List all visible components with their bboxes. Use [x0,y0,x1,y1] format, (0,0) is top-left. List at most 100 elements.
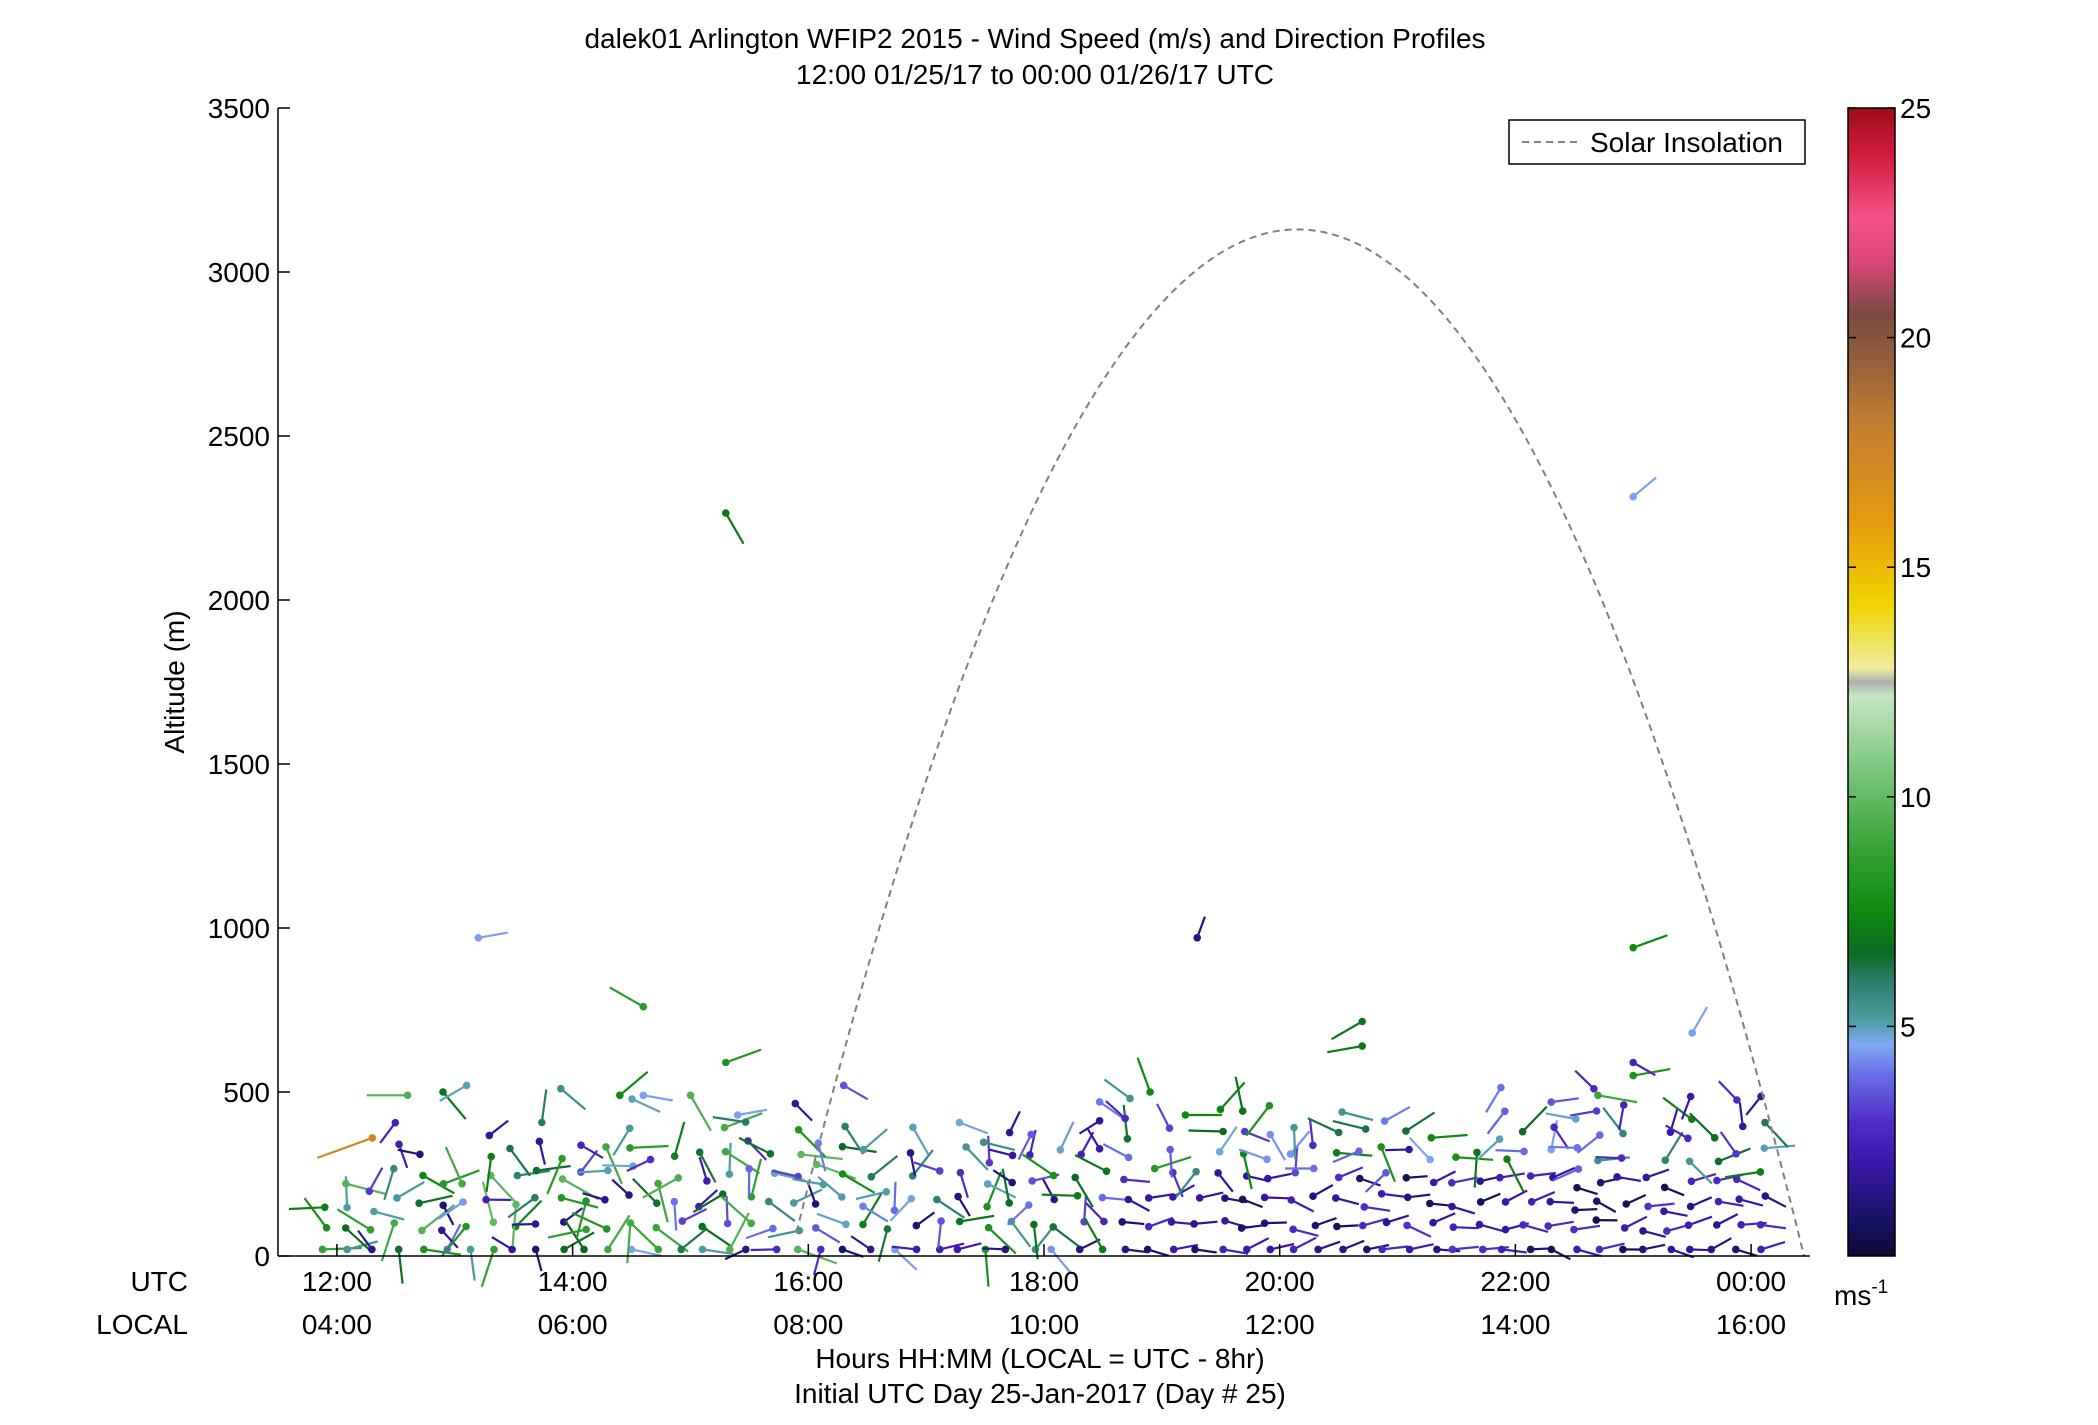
wind-barb-point [1215,1148,1224,1156]
wind-barb-point [1047,1245,1055,1254]
wind-barb-point [1358,1017,1366,1026]
wind-barb-shaft [816,1212,847,1226]
wind-barb-shaft [1431,1133,1468,1139]
wind-barb-point [1572,1115,1580,1123]
wind-barb-point [1629,492,1637,501]
wind-barb-point [1448,1245,1457,1254]
wind-barb-point [812,1224,820,1232]
wind-barb-point [416,1150,424,1159]
wind-barb-point [766,1150,775,1158]
wind-barb-shaft [602,1164,634,1168]
wind-barb-shaft [1084,1217,1104,1250]
wind-barb-shaft [1154,1155,1192,1170]
wind-barb-point [859,1220,867,1229]
wind-barb-point [1165,1124,1174,1132]
wind-barb-point [703,1177,711,1185]
wind-barb-shaft [1384,1105,1411,1123]
wind-barb-shaft [418,1194,453,1205]
wind-barb-point [1661,1156,1670,1165]
wind-barb-shaft [1624,1215,1648,1229]
wind-barb-point [628,1095,636,1103]
wind-barb-shaft [1716,1213,1739,1226]
wind-barb-shaft [1408,1136,1431,1161]
wind-barb-point [1377,1143,1385,1151]
wind-barb-shaft [576,1169,608,1174]
x-tick-label-local: 10:00 [1009,1309,1079,1340]
solar-insolation-curve [795,228,1806,1257]
wind-barb-shaft [1083,1194,1088,1222]
wind-barb-point [698,1245,707,1254]
wind-barb-point [842,1220,850,1229]
legend: Solar Insolation [1508,119,1806,165]
wind-barb-shaft [698,1189,719,1208]
wind-barb-point [1191,1245,1199,1254]
x-tick-label-local: 06:00 [538,1309,608,1340]
wind-barb-shaft [725,1048,762,1064]
wind-barb-point [1732,1150,1740,1158]
wind-barb-shaft [1317,1240,1341,1251]
wind-barb-shaft [1409,1243,1434,1251]
wind-barb-point [577,1141,585,1149]
wind-barb-shaft [1052,1226,1081,1249]
wind-barb-point [698,1222,706,1231]
wind-barb-point [1526,1172,1535,1180]
wind-barb-point [343,1203,351,1212]
wind-barb-point [1049,1171,1058,1180]
wind-barb-point [1547,1245,1556,1254]
wind-barb-point [912,1245,921,1254]
wind-barb-shaft [1364,1172,1387,1193]
wind-barb-shaft [564,1219,585,1250]
wind-barb-shaft [1724,1170,1761,1179]
wind-barb-shaft [959,1172,969,1199]
wind-barb-point [1518,1127,1527,1136]
wind-barb-point [1596,1131,1604,1139]
wind-barb-shaft [582,1192,606,1201]
wind-barb-shaft [1597,1094,1638,1104]
wind-barb-shaft [692,1193,724,1214]
wind-barb-point [794,1126,803,1134]
wind-barb-point [1289,1225,1297,1234]
wind-barb-shaft [575,1200,588,1239]
wind-barb-point [1448,1179,1456,1187]
wind-barb-point [1221,1194,1229,1202]
wind-barb-shaft [1530,1171,1557,1178]
wind-barb-point [1496,1173,1504,1182]
wind-barb-point [677,1245,685,1254]
wind-barb-point [1216,1105,1225,1114]
wind-barb-point [1685,1157,1694,1166]
wind-barb-point [394,1245,403,1254]
wind-barb-shaft [1551,1097,1579,1104]
wind-barb-point [1547,1098,1555,1106]
wind-barb-point [1073,1192,1082,1200]
wind-barb-shaft [1223,1248,1249,1255]
wind-barb-point [1684,1134,1692,1143]
wind-barb-shaft [368,1167,384,1192]
wind-barb-shaft [1545,1112,1577,1121]
wind-barb-shaft [909,1152,917,1176]
wind-barb-shaft [1501,1248,1527,1254]
wind-barb-point [1333,1222,1341,1231]
wind-barb-shaft [1332,1120,1366,1131]
wind-barb-shaft [1504,1189,1528,1203]
wind-barb-point [487,1152,496,1161]
wind-barb-shaft [911,1126,930,1155]
x-tick-label-utc: 00:00 [1716,1266,1786,1297]
wind-barb-point [538,1118,546,1127]
wind-barb-shaft [571,1211,608,1230]
wind-barb-shaft [421,1204,456,1232]
wind-barb-point [626,1144,634,1152]
wind-barb-shaft [1738,1198,1764,1207]
wind-barb-point [1075,1245,1084,1254]
x-tick-label-local: 08:00 [773,1309,843,1340]
wind-barb-point [531,1220,540,1228]
wind-barb-point [1008,1151,1017,1160]
wind-barb-point [419,1171,427,1180]
wind-barb-point [1311,1221,1320,1230]
wind-barb-shaft [1616,1175,1641,1182]
wind-barb-shaft [1103,1078,1131,1100]
wind-barb-point [1219,1245,1227,1254]
wind-barb-point [1501,1225,1510,1234]
wind-barb-shaft [478,931,508,939]
wind-barb-shaft [1382,1245,1409,1251]
wind-barb-shaft [1764,1121,1789,1148]
